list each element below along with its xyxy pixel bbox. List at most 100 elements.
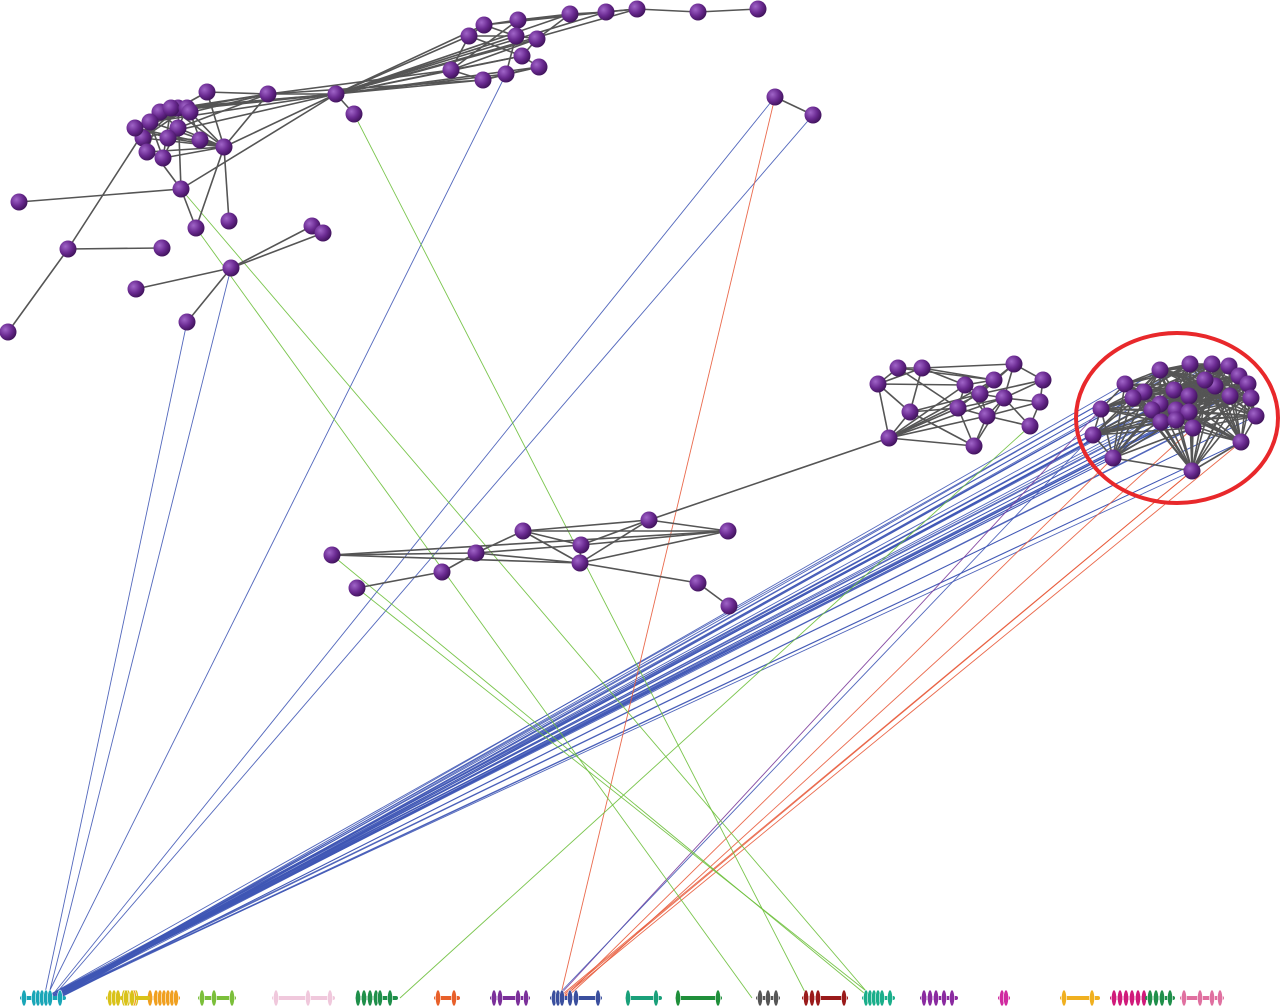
intra-edge xyxy=(888,437,975,447)
node xyxy=(1021,417,1039,435)
node xyxy=(889,359,907,377)
track-segment xyxy=(802,989,848,1007)
track-segment xyxy=(862,989,895,1007)
intra-edge xyxy=(67,247,163,250)
intra-edge xyxy=(475,552,581,564)
node xyxy=(1104,449,1122,467)
inter-edge xyxy=(53,408,1102,999)
intra-edge xyxy=(888,393,981,439)
intra-edge xyxy=(1092,427,1194,436)
node xyxy=(126,119,144,137)
intra-edge xyxy=(331,552,477,556)
bridge-edge xyxy=(648,437,890,521)
node xyxy=(1034,371,1052,389)
intra-edges xyxy=(7,8,1257,607)
node xyxy=(345,105,363,123)
inter-edge xyxy=(559,96,776,999)
inter-edge xyxy=(43,321,188,999)
inter-edge xyxy=(53,365,1230,999)
intra-edge xyxy=(149,93,337,123)
inter-edge xyxy=(563,457,1114,999)
inter-edge xyxy=(43,369,1161,999)
node xyxy=(689,574,707,592)
inter-edge xyxy=(49,383,1249,999)
node xyxy=(191,131,209,149)
node xyxy=(220,212,238,230)
node xyxy=(1005,355,1023,373)
intra-edge xyxy=(356,571,443,589)
node xyxy=(198,83,216,101)
track-segment xyxy=(1145,989,1175,1007)
node xyxy=(1124,389,1142,407)
track-segment xyxy=(490,989,530,1007)
node xyxy=(956,376,974,394)
node xyxy=(138,143,156,161)
inter-edges xyxy=(43,73,1257,999)
node xyxy=(0,323,17,341)
inter-edge xyxy=(559,470,1193,999)
node xyxy=(572,536,590,554)
node xyxy=(215,138,233,156)
intra-edge xyxy=(979,379,1044,395)
node xyxy=(1242,389,1260,407)
intra-edge xyxy=(7,248,69,333)
track-segment xyxy=(198,989,236,1007)
intra-edge xyxy=(897,367,959,409)
node xyxy=(913,359,931,377)
intra-edge xyxy=(135,267,232,290)
node xyxy=(1152,413,1170,431)
intra-edge xyxy=(1191,395,1231,472)
intra-edge xyxy=(909,411,975,447)
intra-edge xyxy=(986,401,1041,417)
intra-edge xyxy=(1191,397,1252,472)
intra-edge xyxy=(522,519,650,532)
intra-edge xyxy=(888,397,1005,439)
inter-edge xyxy=(356,587,876,999)
node xyxy=(442,61,460,79)
node xyxy=(571,554,589,572)
intra-edge xyxy=(18,188,182,203)
inter-edge xyxy=(52,363,1213,999)
node xyxy=(1247,407,1265,425)
node xyxy=(1184,419,1202,437)
intra-edge xyxy=(331,554,581,564)
node xyxy=(10,193,28,211)
node xyxy=(259,85,277,103)
node xyxy=(460,27,478,45)
intra-edge xyxy=(888,384,966,439)
inter-edge xyxy=(58,397,1252,999)
track-segment xyxy=(1110,989,1160,1007)
intra-edge xyxy=(877,383,890,439)
node xyxy=(327,85,345,103)
intra-edge xyxy=(331,530,729,556)
node xyxy=(514,522,532,540)
node xyxy=(1116,375,1134,393)
node xyxy=(497,65,515,83)
inter-edge xyxy=(195,227,753,999)
intra-edge xyxy=(888,415,988,439)
node xyxy=(965,437,983,455)
track-segment xyxy=(1060,989,1100,1007)
node xyxy=(971,385,989,403)
node xyxy=(597,3,615,21)
inter-edge xyxy=(565,427,1194,999)
intra-edge xyxy=(697,8,759,13)
intra-edge xyxy=(180,93,337,190)
node xyxy=(178,313,196,331)
intra-edge xyxy=(580,519,650,546)
intra-edge xyxy=(450,19,519,71)
intra-edge xyxy=(186,267,232,323)
intra-edge xyxy=(206,91,269,95)
node xyxy=(1183,462,1201,480)
node xyxy=(749,0,767,18)
intra-edge xyxy=(267,79,484,95)
node xyxy=(1203,355,1221,373)
intra-edge xyxy=(1092,409,1153,436)
intra-edge xyxy=(1112,457,1193,472)
node xyxy=(509,11,527,29)
track-segment xyxy=(272,989,335,1007)
track-segment xyxy=(675,989,722,1007)
bottom-track xyxy=(20,989,1224,1007)
node xyxy=(172,180,190,198)
